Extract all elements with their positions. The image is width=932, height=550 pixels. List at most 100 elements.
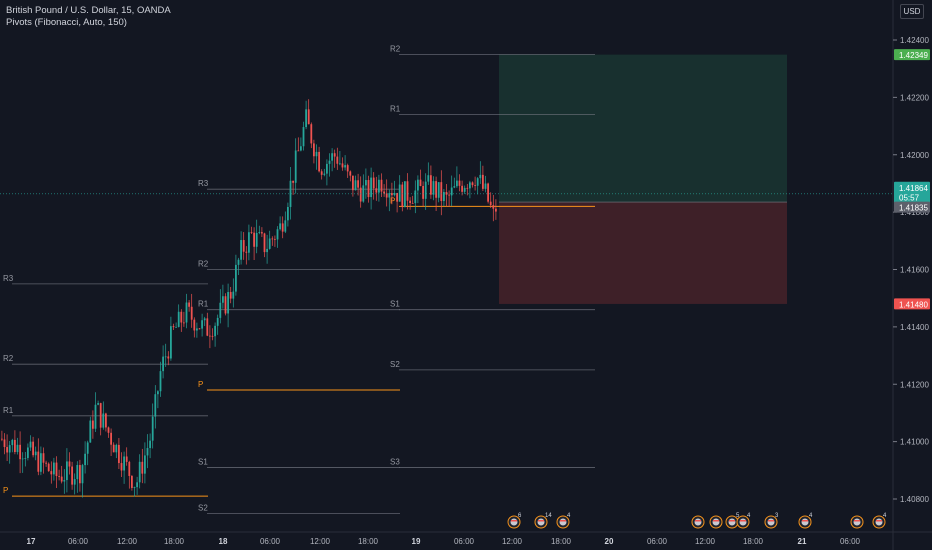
candle-body: [263, 233, 266, 253]
candle-body: [489, 201, 492, 206]
x-tick-label: 18: [219, 537, 228, 546]
candle-body: [71, 466, 73, 485]
candle-body: [406, 181, 409, 201]
event-flag-icon[interactable]: 4: [872, 513, 887, 529]
x-tick-label: 06:00: [68, 537, 89, 546]
candle-body: [458, 180, 461, 186]
svg-text:05:57: 05:57: [899, 193, 920, 202]
pivot-label-p: P: [3, 486, 8, 495]
candle-body: [84, 453, 86, 466]
event-flag-icon[interactable]: 4: [798, 513, 813, 529]
candle-body: [367, 180, 370, 198]
candle-body: [180, 311, 183, 323]
candle-body: [154, 394, 157, 417]
event-flag-icon[interactable]: 5: [725, 513, 740, 529]
candle-body: [417, 179, 419, 191]
svg-text:14: 14: [545, 513, 552, 519]
x-tick-label: 18:00: [551, 537, 572, 546]
candle-body: [372, 177, 375, 189]
candle-body: [341, 163, 344, 168]
candle-body: [352, 175, 354, 191]
event-flag-icon[interactable]: 4: [736, 513, 751, 529]
candle-body: [250, 232, 253, 234]
candle-body: [237, 259, 240, 265]
candle-body: [248, 232, 250, 253]
position-zones[interactable]: [499, 54, 787, 304]
event-flag-icon[interactable]: 14: [534, 513, 552, 529]
candle-body: [437, 182, 440, 198]
candle-body: [305, 109, 307, 128]
x-tick-label: 18:00: [164, 537, 185, 546]
entry-price-tag: 1.41835: [894, 201, 930, 213]
svg-text:1.42349: 1.42349: [899, 51, 928, 60]
candle-body: [170, 326, 172, 359]
candle-body: [159, 371, 162, 392]
candle-body: [255, 232, 258, 247]
candle-body: [19, 444, 21, 460]
candle-body: [357, 180, 359, 188]
indicator-title[interactable]: Pivots (Fibonacci, Auto, 150): [6, 17, 127, 28]
candle-body: [206, 318, 209, 336]
candle-body: [279, 223, 281, 230]
candle-body: [162, 356, 164, 372]
event-flag-icon[interactable]: [850, 515, 864, 529]
profit-zone[interactable]: [499, 54, 787, 203]
candle-body: [411, 202, 414, 204]
candle-body: [11, 439, 14, 446]
candle-body: [216, 317, 219, 326]
candle-body: [284, 220, 287, 232]
candle-body: [1, 438, 3, 440]
candle-body: [471, 182, 474, 186]
candle-body: [63, 480, 66, 482]
economic-events[interactable]: 6 14 4 5 4 3 4 4: [507, 513, 887, 529]
candle-body: [94, 404, 97, 429]
event-flag-icon[interactable]: 4: [556, 513, 571, 529]
event-flag-icon[interactable]: 6: [507, 513, 522, 529]
chart-legend: British Pound / U.S. Dollar, 15, OANDA P…: [6, 5, 171, 29]
y-tick-label: 1.42200: [900, 93, 929, 102]
candle-body: [450, 187, 453, 196]
candle-body: [300, 146, 302, 151]
stop-price-tag: 1.41480: [894, 298, 930, 310]
candle-body: [110, 432, 112, 445]
candle-body: [323, 173, 326, 175]
symbol-title[interactable]: British Pound / U.S. Dollar, 15, OANDA: [6, 5, 171, 16]
candle-body: [136, 482, 138, 488]
candle-body: [435, 181, 437, 198]
candle-body: [164, 356, 167, 358]
svg-text:6: 6: [518, 513, 522, 519]
candle-body: [378, 179, 380, 193]
event-flag-icon[interactable]: [691, 515, 705, 529]
candle-body: [68, 461, 71, 467]
candle-body: [219, 302, 222, 318]
candle-body: [398, 184, 401, 202]
event-flag-icon[interactable]: [709, 515, 723, 529]
event-flag-icon[interactable]: 3: [764, 513, 779, 529]
candle-body: [287, 206, 289, 221]
candle-body: [227, 292, 229, 314]
pivot-label-r3: R3: [3, 274, 14, 283]
currency-button[interactable]: USD: [900, 4, 924, 19]
candle-body: [60, 476, 63, 482]
candle-body: [55, 462, 58, 477]
candle-body: [289, 180, 292, 207]
candle-body: [307, 109, 310, 125]
candle-body: [409, 200, 411, 203]
candle-body: [115, 444, 118, 453]
candle-body: [131, 475, 133, 488]
candle-body: [53, 462, 55, 475]
candle-body: [222, 296, 224, 303]
candle-body: [466, 187, 469, 189]
candle-body: [190, 306, 193, 320]
candle-body: [149, 440, 151, 449]
pivot-label-r1: R1: [3, 406, 14, 415]
candle-body: [58, 476, 60, 477]
loss-zone[interactable]: [499, 202, 787, 304]
candle-body: [453, 186, 456, 188]
time-axis[interactable]: 17 06:00 12:00 18:00 18 06:00 12:00 18:00 19 06:0…: [27, 537, 861, 546]
candle-body: [211, 335, 214, 337]
price-axis[interactable]: 1.42400 1.42200 1.42000 1.41800 1.41600 1.414…: [893, 36, 929, 504]
candle-body: [310, 124, 313, 144]
